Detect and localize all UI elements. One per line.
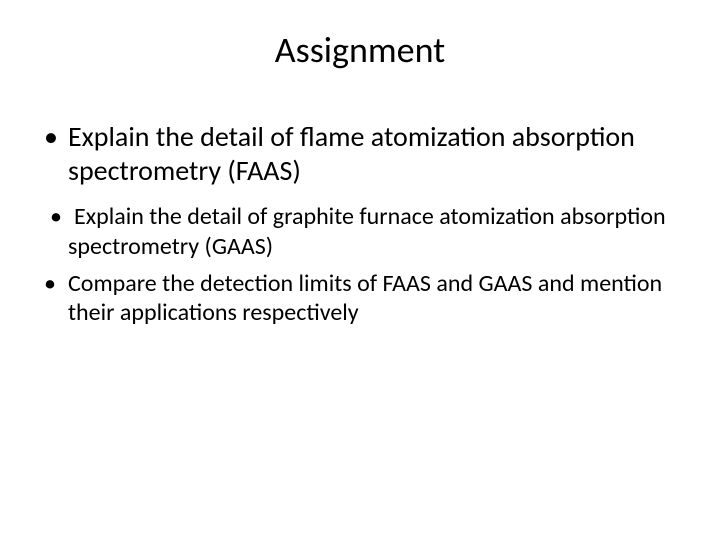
bullet-item: Explain the detail of flame atomization … xyxy=(40,120,680,188)
bullet-item: Compare the detection limits of FAAS and… xyxy=(40,269,680,328)
slide-title: Assignment xyxy=(40,28,680,72)
slide: Assignment Explain the detail of flame a… xyxy=(0,0,720,540)
bullet-item: Explain the detail of graphite furnace a… xyxy=(40,202,680,261)
bullet-list: Explain the detail of flame atomization … xyxy=(40,120,680,327)
